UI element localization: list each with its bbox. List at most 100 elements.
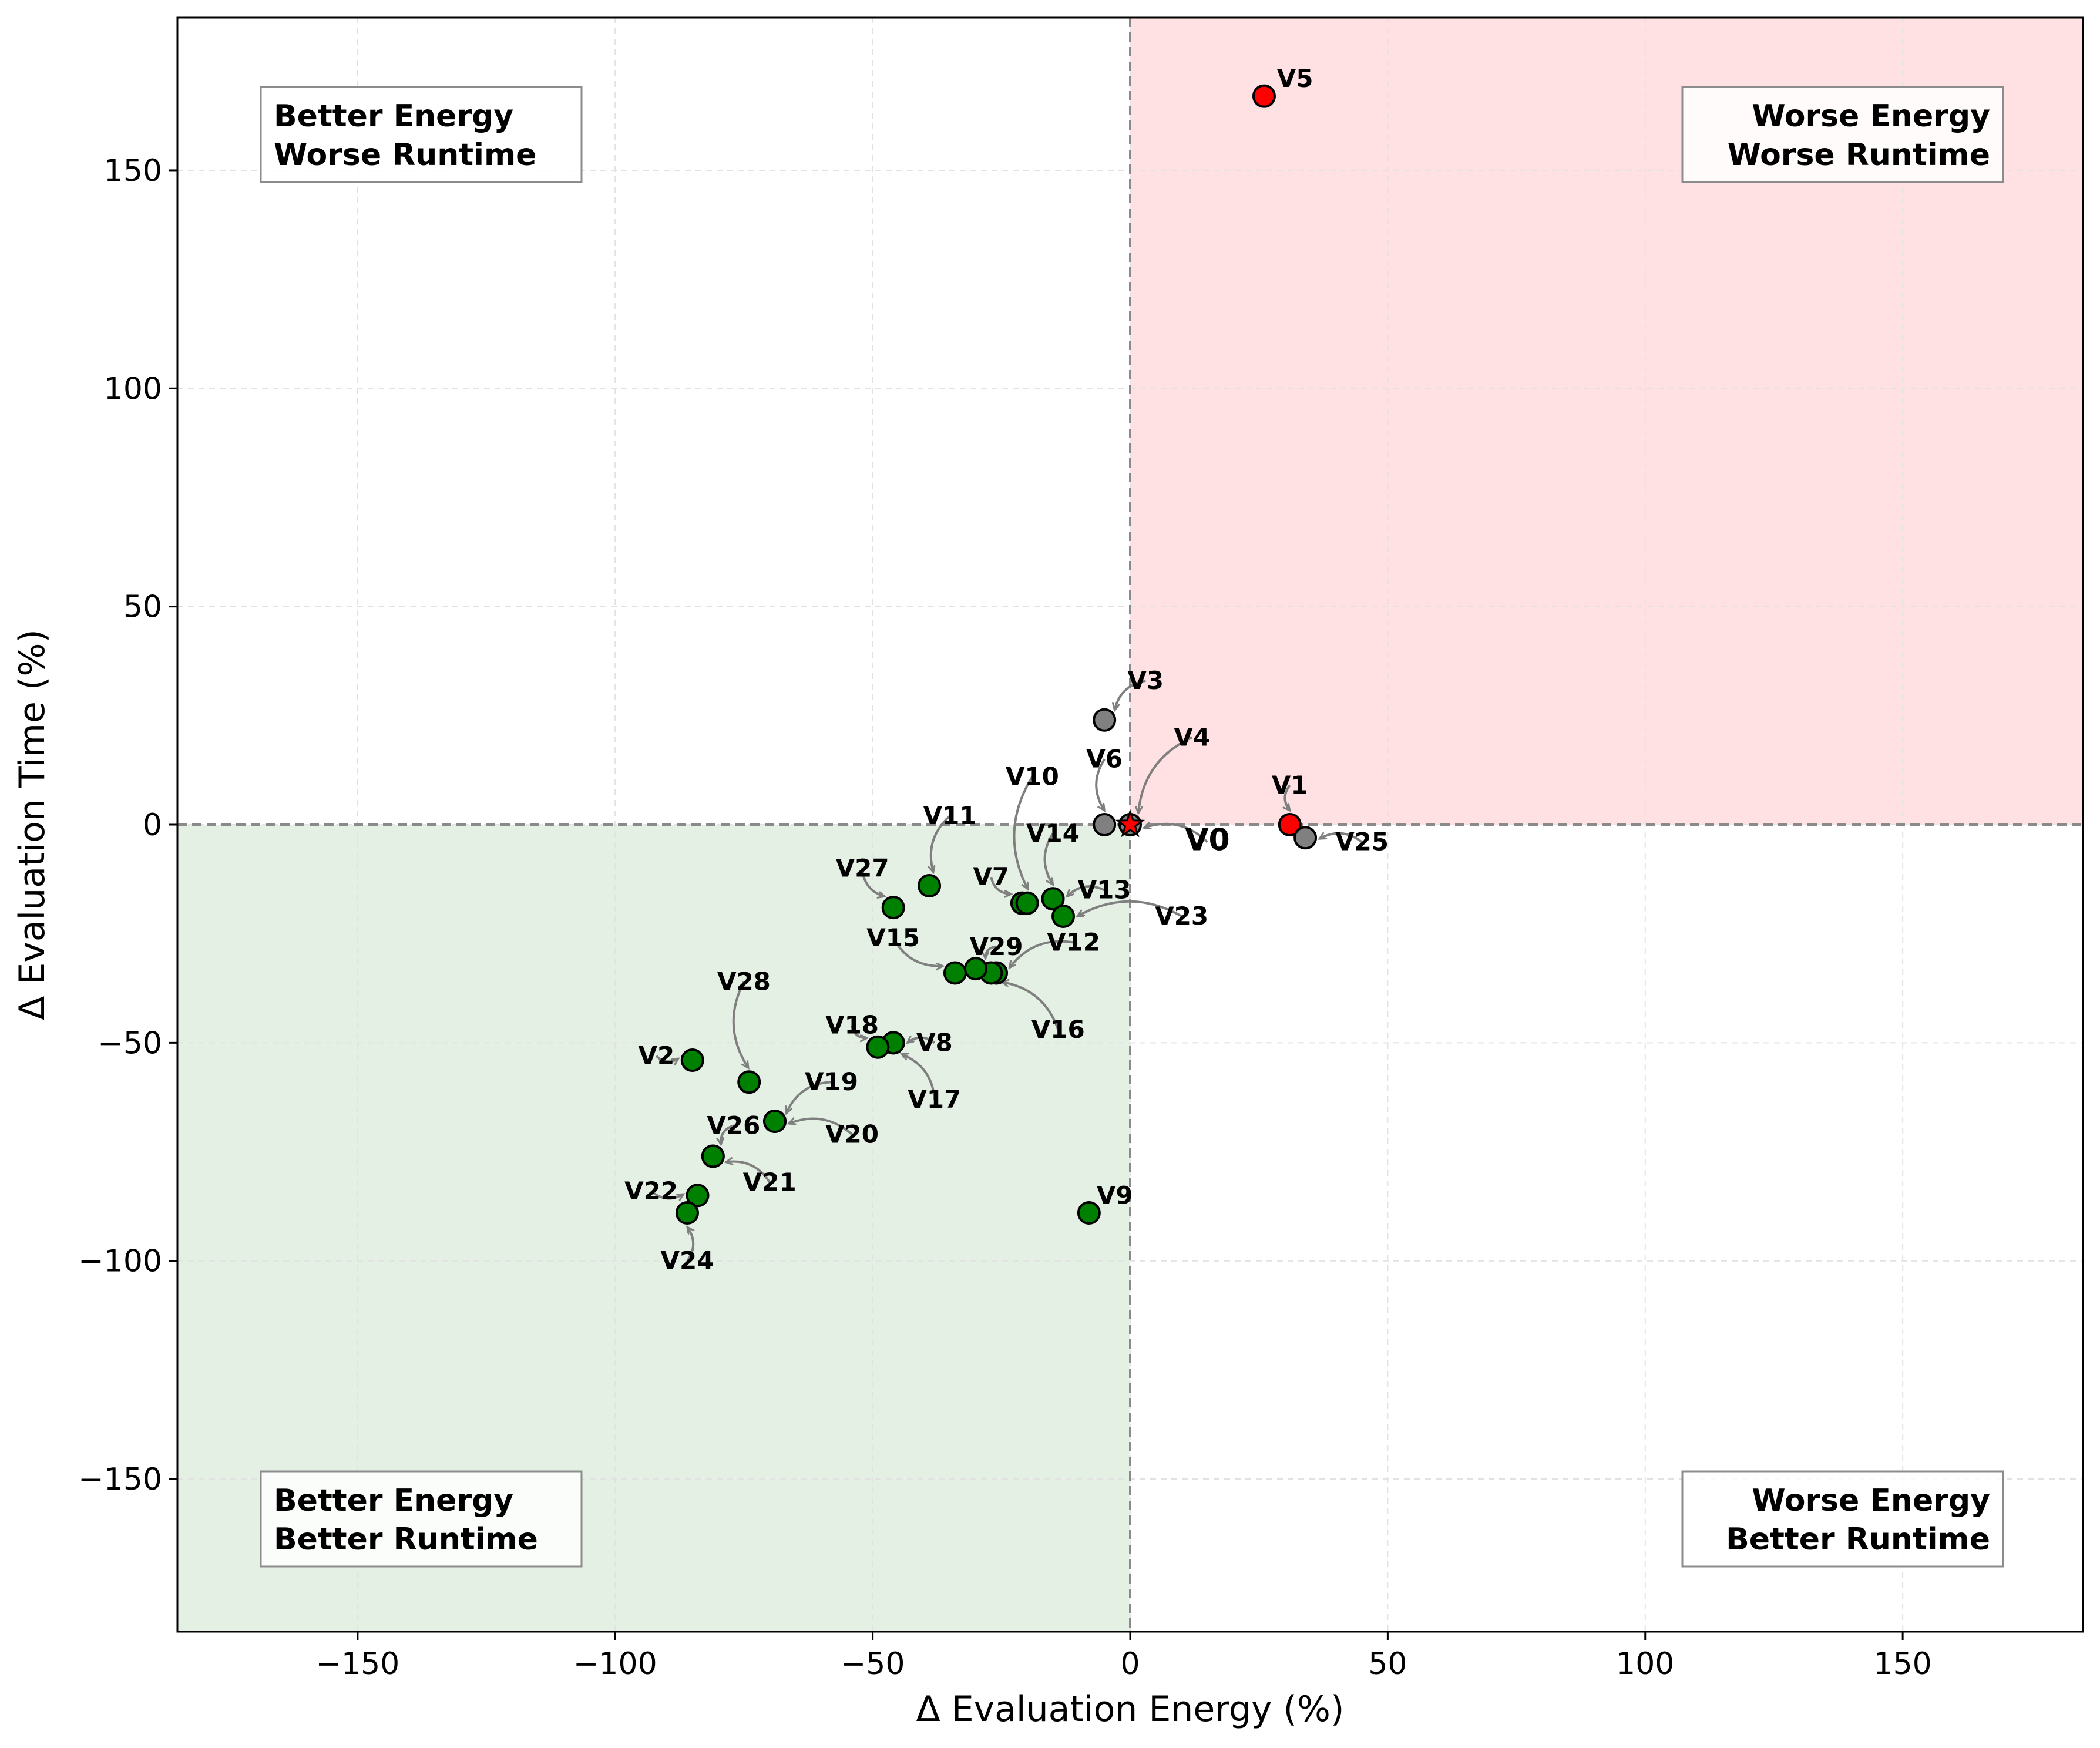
arrow-v17 — [902, 1054, 936, 1100]
label-v2: V2 — [639, 1041, 675, 1070]
y-tick-label: −150 — [78, 1462, 162, 1497]
label-v9: V9 — [1097, 1181, 1133, 1209]
quadrant-label-box — [260, 86, 583, 183]
arrow-v29 — [985, 945, 997, 959]
arrow-v4 — [1138, 736, 1193, 813]
axis-ticks: −150 −100 −50 0 50 100 150 −150 −100 −50 0 50 100 150 — [78, 153, 1932, 1682]
arrow-v6 — [1095, 758, 1104, 811]
point-v24 — [675, 1201, 699, 1225]
label-v4: V4 — [1174, 722, 1210, 751]
label-v12: V12 — [1047, 928, 1100, 957]
label-v22: V22 — [624, 1176, 678, 1205]
arrow-v21 — [726, 1162, 771, 1184]
point-labels: V0 V1 V2 V3 V4 V5 V6 V7 V8 V9 V10 V11 V12 V13 V14 V15 V1… — [624, 64, 1389, 1275]
y-tick-label: 150 — [104, 153, 162, 189]
point-v6 — [1093, 813, 1117, 836]
x-tick-label: 50 — [1368, 1646, 1407, 1682]
quadrant-label-line1: Better Energy — [274, 99, 513, 134]
point-v10 — [1015, 891, 1039, 915]
label-v0: V0 — [1185, 823, 1229, 858]
quadrant-label-br: Worse Energy Better Runtime — [1681, 1470, 2004, 1568]
y-tick-label: 0 — [143, 808, 162, 843]
point-v27 — [881, 896, 905, 920]
label-v3: V3 — [1127, 666, 1164, 695]
label-v24: V24 — [661, 1246, 714, 1275]
label-v16: V16 — [1031, 1015, 1085, 1044]
quadrant-label-line2: Worse Runtime — [1728, 137, 1990, 173]
quadrant-label-line1: Better Energy — [274, 1483, 513, 1518]
x-tick-label: 150 — [1874, 1646, 1932, 1682]
label-v5: V5 — [1277, 64, 1313, 93]
arrow-v13 — [1067, 885, 1105, 896]
y-tick-label: −100 — [78, 1244, 162, 1279]
label-v26: V26 — [707, 1111, 760, 1139]
y-axis-label: Δ Evaluation Time (%) — [12, 629, 53, 1020]
arrow-v19 — [787, 1081, 832, 1113]
arrow-v15 — [892, 937, 943, 966]
point-v23 — [1051, 904, 1076, 928]
label-arrows — [650, 679, 1363, 1262]
arrow-v12 — [1009, 940, 1074, 968]
x-axis-label: Δ Evaluation Energy (%) — [916, 1689, 1345, 1730]
y-tick-label: −50 — [98, 1026, 162, 1061]
quadrant-label-box — [260, 1470, 583, 1568]
point-v15 — [943, 961, 967, 985]
label-v27: V27 — [836, 853, 889, 882]
y-tick-label: 50 — [123, 590, 162, 625]
quadrant-label-line2: Worse Runtime — [274, 137, 536, 173]
quadrant-label-line1: Worse Energy — [1752, 99, 1990, 134]
point-v0 — [1115, 809, 1145, 838]
arrow-v2 — [655, 1055, 678, 1062]
x-tick-label: −50 — [841, 1646, 905, 1682]
point-v28 — [737, 1070, 761, 1094]
label-v1: V1 — [1272, 771, 1308, 799]
point-v5 — [1252, 84, 1276, 108]
arrow-v27 — [861, 868, 885, 896]
label-v17: V17 — [908, 1085, 961, 1114]
arrow-v18 — [851, 1025, 868, 1038]
label-v7: V7 — [973, 862, 1009, 891]
arrow-v20 — [789, 1118, 853, 1135]
arrow-v7 — [990, 876, 1011, 894]
arrow-v3 — [1115, 679, 1146, 710]
point-v18 — [866, 1035, 890, 1059]
label-v13: V13 — [1078, 875, 1131, 904]
point-v29 — [963, 957, 987, 981]
quadrant-label-line2: Better Runtime — [1726, 1522, 1990, 1557]
arrow-v10 — [1013, 776, 1034, 889]
label-v29: V29 — [970, 932, 1023, 961]
arrow-v26 — [721, 1124, 734, 1144]
arrow-v22 — [650, 1190, 684, 1199]
arrow-v11 — [931, 815, 951, 872]
label-v21: V21 — [743, 1168, 797, 1196]
arrow-v8 — [908, 1038, 936, 1043]
point-v11 — [918, 873, 942, 897]
point-v20 — [763, 1110, 787, 1134]
arrow-v1 — [1285, 784, 1289, 811]
point-v9 — [1077, 1201, 1101, 1225]
arrow-v0 — [1144, 824, 1208, 843]
label-v25: V25 — [1335, 828, 1389, 856]
arrow-v28 — [732, 981, 748, 1068]
x-tick-label: 0 — [1120, 1646, 1140, 1682]
x-tick-label: −100 — [573, 1646, 657, 1682]
point-v3 — [1093, 708, 1117, 732]
label-v23: V23 — [1155, 902, 1208, 930]
point-v25 — [1293, 826, 1318, 850]
quadrant-label-line2: Better Runtime — [274, 1522, 538, 1557]
arrow-v14 — [1043, 832, 1053, 885]
quadrant-label-box — [1681, 86, 2004, 183]
quadrant-label-bl: Better Energy Better Runtime — [260, 1470, 583, 1568]
reference-lines — [177, 18, 2083, 1632]
y-tick-label: 100 — [104, 371, 162, 406]
label-v14: V14 — [1026, 819, 1080, 848]
data-points — [675, 84, 1318, 1225]
label-v8: V8 — [916, 1028, 953, 1057]
quadrant-label-line1: Worse Energy — [1752, 1483, 1990, 1518]
label-v6: V6 — [1086, 745, 1123, 774]
point-v22 — [686, 1184, 710, 1208]
label-v20: V20 — [825, 1120, 879, 1148]
